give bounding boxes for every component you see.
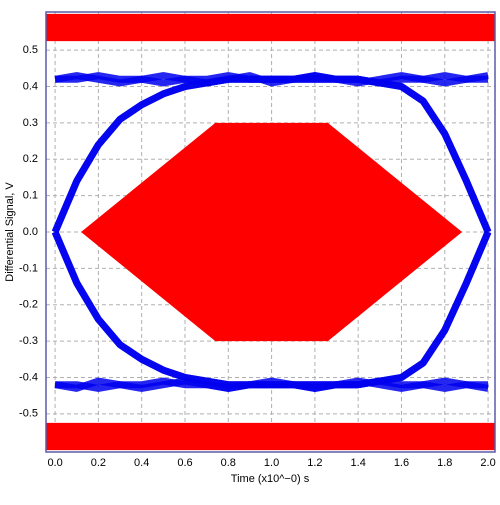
mask-region	[46, 13, 495, 42]
y-tick-label: -0.3	[19, 335, 38, 347]
y-tick-label: -0.4	[19, 371, 38, 383]
x-tick-label: 0.8	[221, 457, 236, 469]
y-tick-label: 0.5	[23, 44, 38, 56]
y-axis-label: Differential Signal, V	[4, 182, 16, 282]
x-tick-label: 1.4	[351, 457, 366, 469]
y-tick-label: -0.1	[19, 262, 38, 274]
x-tick-label: 0.2	[91, 457, 106, 469]
plot-area	[46, 12, 495, 452]
y-tick-label: 0.1	[23, 190, 38, 202]
plot-frame	[45, 11, 496, 453]
eye-trace	[55, 72, 492, 234]
x-tick-label: 1.2	[307, 457, 322, 469]
mask-region	[81, 122, 463, 342]
x-tick-label: 0.4	[134, 457, 149, 469]
x-tick-label: 1.6	[394, 457, 409, 469]
x-tick-label: 0.0	[47, 457, 62, 469]
y-tick-label: -0.2	[19, 299, 38, 311]
x-tick-label: 1.0	[264, 457, 279, 469]
x-axis-label: Time (x10^−0) s	[231, 473, 310, 485]
y-tick-label: 0.4	[23, 80, 38, 92]
x-tick-label: 0.6	[177, 457, 192, 469]
x-tick-label: 1.8	[437, 457, 452, 469]
x-tick-label: 2.0	[480, 457, 495, 469]
y-tick-label: -0.5	[19, 408, 38, 420]
y-tick-label: 0.3	[23, 117, 38, 129]
y-tick-label: 0.0	[23, 226, 38, 238]
y-tick-label: 0.2	[23, 153, 38, 165]
eye-trace	[55, 230, 492, 392]
mask-region	[46, 422, 495, 451]
